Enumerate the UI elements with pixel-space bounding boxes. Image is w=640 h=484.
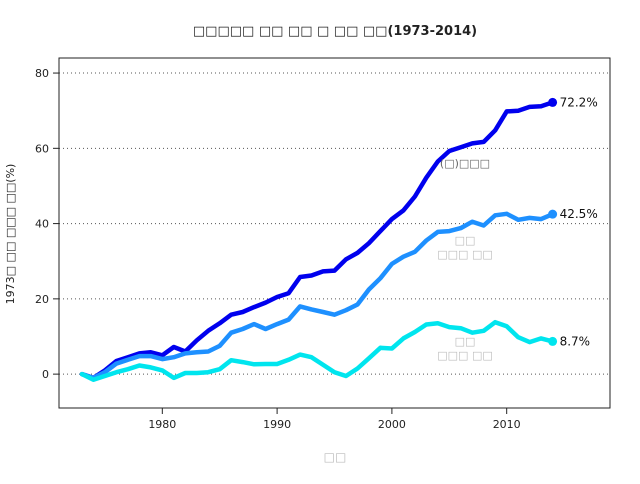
series-end-label-2: 42.5% bbox=[560, 207, 598, 221]
y-tick-label: 80 bbox=[35, 67, 49, 80]
x-tick-label: 2010 bbox=[493, 418, 521, 431]
chart-title: □□□□□ □□ □□ □ □□ □□(1973-2014) bbox=[193, 24, 477, 39]
y-tick-label: 40 bbox=[35, 218, 49, 231]
series-line-2 bbox=[79, 211, 555, 381]
series-name-label-3: □□ □□□ □□ bbox=[437, 335, 492, 362]
x-tick-label: 2000 bbox=[378, 418, 406, 431]
plot-frame bbox=[58, 57, 611, 409]
x-tick-label: 1980 bbox=[148, 418, 176, 431]
y-tick-label: 20 bbox=[35, 293, 49, 306]
series-line-1 bbox=[79, 100, 555, 381]
series-end-label-1: 72.2% bbox=[560, 95, 598, 109]
series-line-3 bbox=[79, 319, 555, 383]
series-name-label-1: (□)□□□ bbox=[440, 157, 490, 170]
series-name-label-2: □□ □□□ □□ bbox=[437, 234, 492, 261]
x-tick-label: 1990 bbox=[263, 418, 291, 431]
series-end-label-3: 8.7% bbox=[560, 334, 591, 348]
series-end-point-3 bbox=[548, 336, 558, 346]
y-tick-label: 60 bbox=[35, 142, 49, 155]
y-tick-label: 0 bbox=[42, 368, 49, 381]
series-end-point-2 bbox=[548, 209, 558, 219]
plot-area: 0 20 40 60 80 1980 1990 2000 2010 72.2% 42.5% 8.7% (… bbox=[35, 57, 611, 431]
x-axis-label: □□ bbox=[324, 450, 347, 464]
series-end-point-1 bbox=[548, 97, 558, 107]
y-axis-label: 1973□ □□ □□□ □□(%) bbox=[4, 164, 17, 305]
